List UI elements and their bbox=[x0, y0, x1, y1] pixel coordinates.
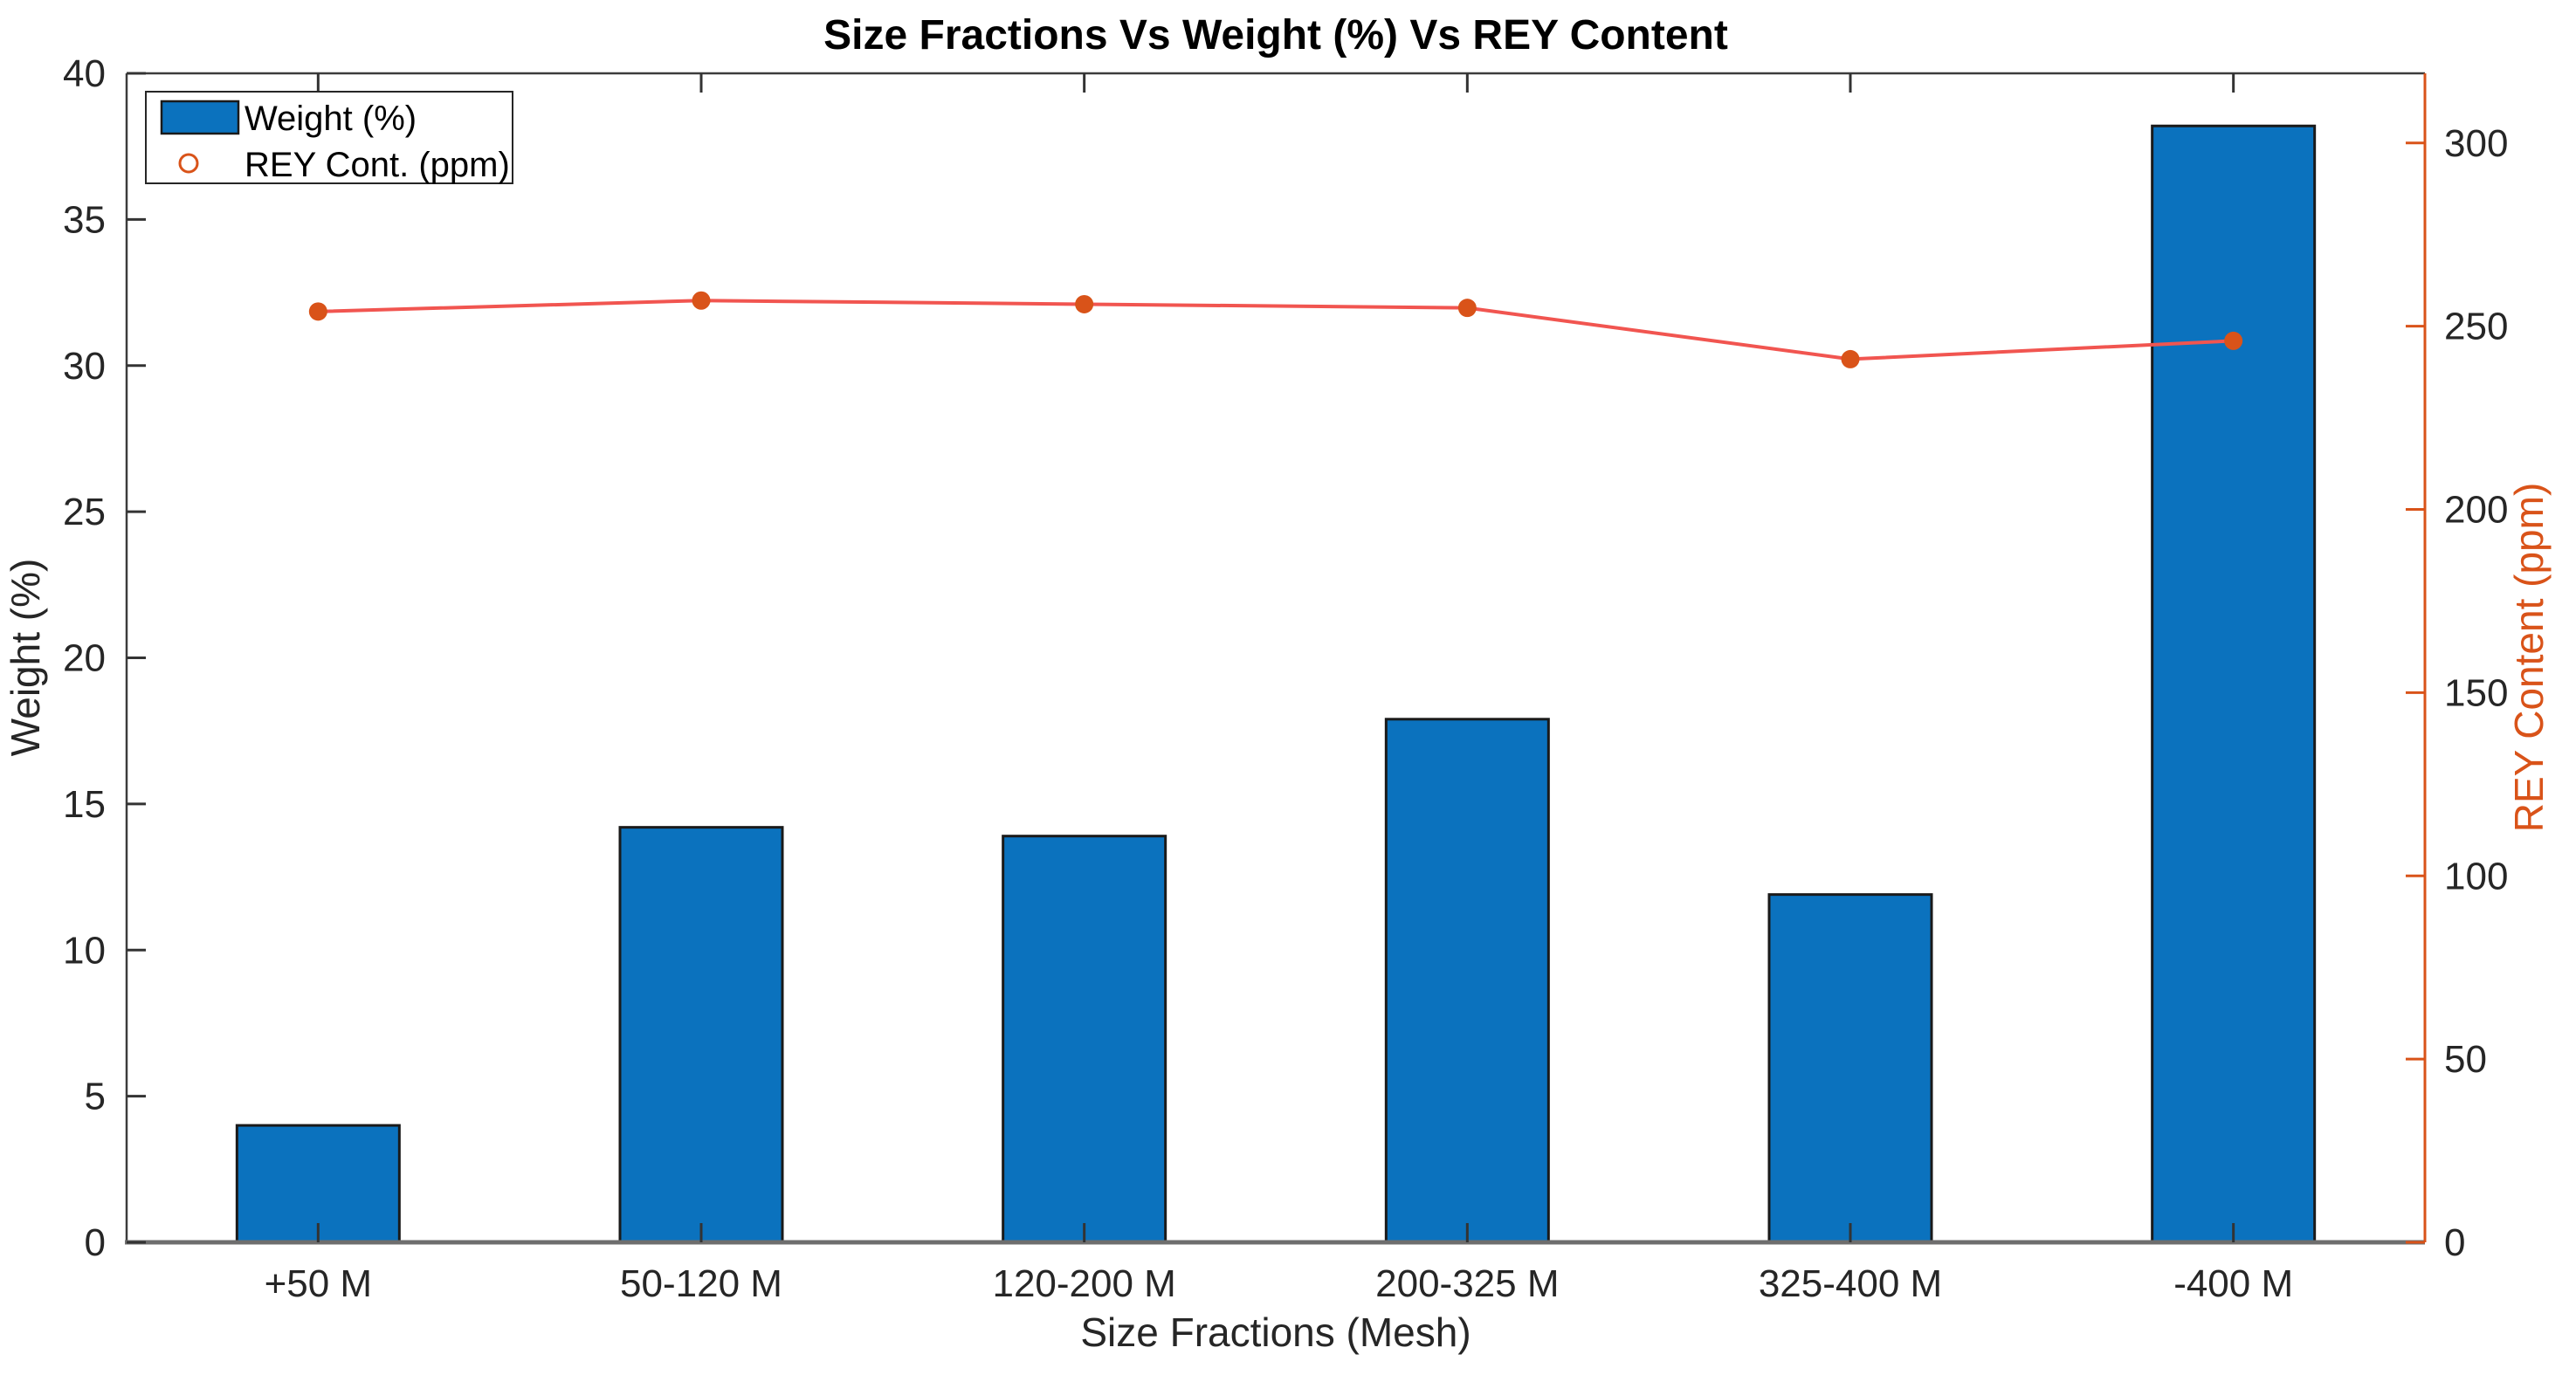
rey-marker-5 bbox=[2224, 331, 2243, 350]
y-left-tick-label: 10 bbox=[63, 929, 106, 972]
x-tick-label-4: 325-400 M bbox=[1759, 1262, 1942, 1305]
x-tick-label-1: 50-120 M bbox=[620, 1262, 782, 1305]
x-tick-label-0: +50 M bbox=[265, 1262, 373, 1305]
y-left-tick-label: 25 bbox=[63, 491, 106, 533]
y-left-tick-label: 0 bbox=[85, 1221, 106, 1264]
bar-2 bbox=[1002, 835, 1167, 1244]
legend-swatch-weight-icon bbox=[160, 100, 240, 135]
x-axis-label: Size Fractions (Mesh) bbox=[1080, 1310, 1471, 1355]
ticks-group bbox=[127, 72, 2425, 1244]
x-tick-label-2: 120-200 M bbox=[992, 1262, 1175, 1305]
rey-line-group bbox=[308, 291, 2243, 368]
rey-marker-1 bbox=[692, 291, 711, 310]
y-right-tick-label: 150 bbox=[2444, 671, 2508, 714]
y-right-tick-label: 100 bbox=[2444, 855, 2508, 897]
y-left-tick-label: 20 bbox=[63, 637, 106, 680]
y-left-tick-label: 5 bbox=[85, 1076, 106, 1118]
y-left-tick-label: 30 bbox=[63, 345, 106, 388]
bar-1 bbox=[618, 826, 784, 1244]
legend-item-rey: REY Cont. (ppm) bbox=[178, 146, 510, 184]
rey-marker-3 bbox=[1457, 299, 1477, 318]
bar-4 bbox=[1767, 893, 1933, 1244]
legend-label-weight: Weight (%) bbox=[245, 100, 417, 138]
x-tick-label-3: 200-325 M bbox=[1375, 1262, 1559, 1305]
y-left-tick-label: 35 bbox=[63, 198, 106, 241]
y-left-tick-label: 40 bbox=[63, 52, 106, 95]
y-right-tick-label: 0 bbox=[2444, 1221, 2465, 1264]
bar-0 bbox=[235, 1124, 401, 1244]
rey-marker-0 bbox=[308, 302, 327, 321]
chart-title: Size Fractions Vs Weight (%) Vs REY Cont… bbox=[823, 12, 1728, 58]
legend-marker-rey-icon bbox=[178, 153, 199, 174]
bar-3 bbox=[1384, 718, 1550, 1244]
legend-label-rey: REY Cont. (ppm) bbox=[245, 146, 510, 184]
y-right-tick-label: 200 bbox=[2444, 489, 2508, 532]
y-axis-label-right: REY Content (ppm) bbox=[2506, 483, 2552, 833]
bars-group bbox=[235, 124, 2317, 1244]
y-right-tick-label: 50 bbox=[2444, 1038, 2487, 1081]
y-left-tick-label: 15 bbox=[63, 783, 106, 826]
y-right-tick-label: 300 bbox=[2444, 122, 2508, 165]
legend: Weight (%) REY Cont. (ppm) bbox=[145, 91, 513, 184]
y-right-tick-label: 250 bbox=[2444, 306, 2508, 348]
rey-marker-4 bbox=[1841, 349, 1860, 368]
rey-line bbox=[318, 299, 2234, 361]
x-tick-label-5: -400 M bbox=[2173, 1262, 2293, 1305]
tick-labels-group: 0 5 10 15 20 25 30 35 40 0 50 100 150 200 250 300 +50 M 5… bbox=[63, 52, 2508, 1305]
rey-marker-2 bbox=[1075, 294, 1094, 313]
legend-item-weight: Weight (%) bbox=[160, 100, 417, 138]
y-axis-label-left: Weight (%) bbox=[3, 559, 48, 757]
bar-5 bbox=[2151, 124, 2317, 1244]
